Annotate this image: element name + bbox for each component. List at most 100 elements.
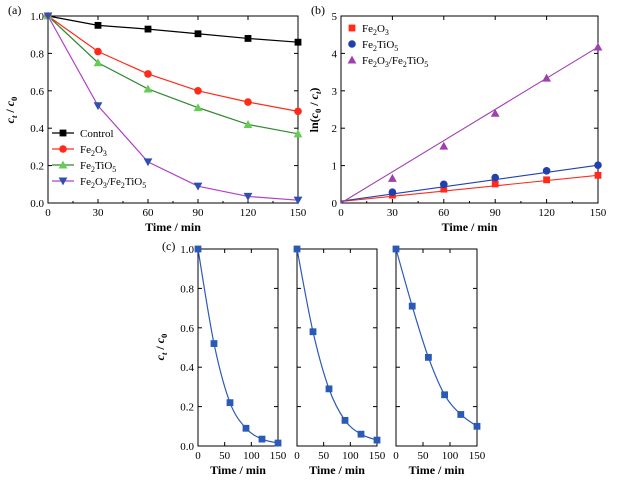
data-point bbox=[94, 47, 102, 56]
data-point bbox=[193, 103, 203, 112]
data-point bbox=[309, 328, 317, 336]
data-point bbox=[408, 302, 416, 310]
data-point bbox=[593, 42, 603, 51]
data-point bbox=[143, 84, 153, 93]
x-tick-label: 30 bbox=[387, 207, 399, 219]
y-tick-label: 0.6 bbox=[30, 86, 44, 98]
data-point bbox=[94, 21, 102, 29]
plot-frame bbox=[296, 248, 378, 447]
series-line bbox=[47, 15, 299, 43]
x-tick-label: 0 bbox=[393, 450, 399, 462]
y-tick-label: 1.0 bbox=[30, 11, 44, 23]
x-tick-label: 50 bbox=[318, 450, 330, 462]
series-1 bbox=[194, 245, 282, 447]
data-point bbox=[143, 158, 153, 167]
data-point bbox=[490, 108, 500, 117]
x-tick-label: 90 bbox=[193, 207, 205, 219]
legend-marker bbox=[347, 55, 357, 64]
data-point bbox=[144, 25, 152, 33]
legend-label: Fe2O3/Fe2TiO5 bbox=[362, 55, 428, 69]
x-tick-label: 100 bbox=[442, 450, 459, 462]
x-axis-title: Time / min bbox=[442, 220, 498, 234]
data-point bbox=[388, 173, 397, 182]
data-point bbox=[293, 196, 303, 205]
x-tick-label: 50 bbox=[418, 450, 430, 462]
y-axis-title: ct / c0 bbox=[153, 334, 169, 361]
data-point bbox=[440, 185, 448, 193]
chart-panel-c2: 0 50 100 150 Time / min bbox=[293, 245, 386, 477]
data-point bbox=[93, 58, 103, 67]
data-point bbox=[293, 129, 303, 138]
y-tick-label: 0.2 bbox=[180, 402, 194, 414]
x-tick-label: 0 bbox=[195, 450, 201, 462]
data-point bbox=[439, 141, 449, 150]
x-tick-label: 150 bbox=[270, 450, 287, 462]
x-axis-title: Time / min bbox=[145, 220, 201, 234]
data-point bbox=[226, 399, 234, 407]
data-point bbox=[543, 176, 550, 184]
x-tick-label: 150 bbox=[290, 207, 307, 219]
panel-label: (a) bbox=[8, 3, 21, 17]
x-tick-label: 60 bbox=[438, 207, 450, 219]
data-point bbox=[194, 30, 202, 38]
data-point bbox=[258, 435, 266, 443]
x-axis-title: Time / min bbox=[210, 463, 266, 477]
series-line bbox=[395, 248, 478, 427]
data-point bbox=[243, 192, 253, 201]
panel-label: (c) bbox=[162, 239, 175, 253]
legend-label: Control bbox=[80, 128, 114, 140]
series-1 bbox=[293, 245, 381, 444]
x-tick-label: 150 bbox=[469, 450, 486, 462]
data-point bbox=[274, 439, 282, 447]
legend-label: Fe2TiO5 bbox=[80, 160, 116, 174]
data-point bbox=[144, 70, 152, 78]
legend-label: Fe2O3 bbox=[362, 23, 389, 37]
data-point bbox=[542, 167, 551, 175]
y-tick-label: 0.8 bbox=[30, 48, 44, 60]
x-tick-label: 60 bbox=[143, 207, 155, 219]
x-tick-label: 120 bbox=[538, 207, 555, 219]
x-tick-label: 0 bbox=[45, 207, 51, 219]
data-point bbox=[441, 391, 448, 399]
series-line bbox=[47, 15, 299, 201]
legend-marker bbox=[59, 129, 67, 137]
y-axis-title-group: ln(c0 / ct) bbox=[307, 88, 323, 133]
plot-frame bbox=[395, 248, 478, 447]
x-tick-label: 100 bbox=[342, 450, 359, 462]
data-point bbox=[194, 87, 202, 95]
y-tick-label: 1 bbox=[332, 161, 338, 173]
plot-frame bbox=[47, 15, 299, 204]
y-tick-label: 0.4 bbox=[30, 123, 44, 135]
series-line bbox=[197, 248, 279, 444]
y-tick-label: 0.8 bbox=[180, 283, 194, 295]
legend-marker bbox=[348, 40, 356, 48]
data-point bbox=[473, 422, 481, 430]
legend-marker bbox=[59, 145, 67, 153]
legend-label: Fe2TiO5 bbox=[362, 39, 398, 53]
x-tick-label: 120 bbox=[240, 207, 257, 219]
data-point bbox=[244, 35, 252, 42]
x-tick-label: 90 bbox=[490, 207, 502, 219]
data-point bbox=[341, 416, 349, 424]
series-1 bbox=[392, 245, 481, 430]
legend-label: Fe2O3 bbox=[80, 144, 107, 158]
fit-line bbox=[340, 174, 599, 203]
data-point bbox=[357, 430, 365, 438]
y-tick-label: 0.0 bbox=[30, 198, 44, 210]
series-3 bbox=[43, 11, 303, 138]
data-point bbox=[491, 173, 500, 182]
fit-line bbox=[340, 46, 599, 204]
panel-label: (b) bbox=[311, 3, 325, 17]
data-point bbox=[244, 98, 252, 106]
data-point bbox=[542, 73, 551, 82]
data-point bbox=[243, 120, 253, 128]
chart-panel-a: 0 30 60 90 120 150 0.0 0.2 0.4 0.6 0.8 1.0 Time / mi… bbox=[3, 3, 307, 234]
series-2 bbox=[44, 12, 302, 116]
chart-panel-c3: 0 50 100 150 Time / min bbox=[392, 245, 486, 477]
data-point bbox=[193, 182, 203, 191]
data-point bbox=[93, 102, 103, 111]
data-point bbox=[43, 12, 53, 21]
x-tick-label: 0 bbox=[294, 450, 300, 462]
data-point bbox=[373, 436, 381, 444]
series-line bbox=[47, 15, 299, 135]
